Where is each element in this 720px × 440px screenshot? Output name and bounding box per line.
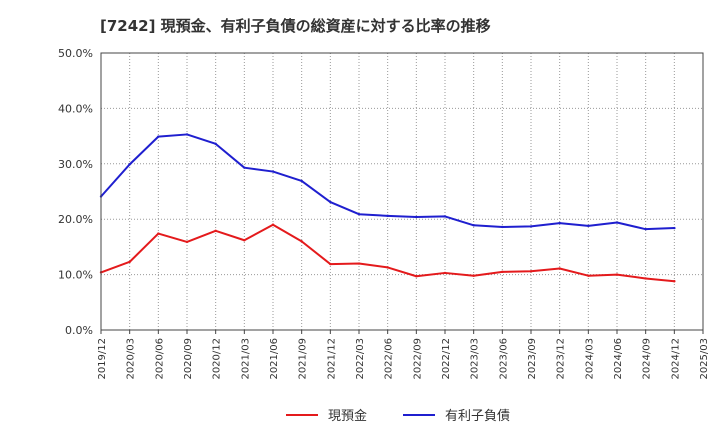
x-tick-label: 2022/03 <box>355 338 366 380</box>
x-tick-label: 2024/03 <box>584 338 595 380</box>
data-point-cash <box>501 270 504 274</box>
x-tick-label: 2020/03 <box>126 338 137 380</box>
series-layer <box>99 133 676 283</box>
x-tick-label: 2019/12 <box>97 338 108 380</box>
data-point-debt <box>386 214 389 218</box>
x-tick-label: 2022/06 <box>384 338 395 380</box>
plot-area <box>101 53 703 330</box>
x-tick-label: 2020/09 <box>183 338 194 380</box>
data-point-cash <box>243 239 246 242</box>
data-point-debt <box>243 166 246 169</box>
legend-label-debt: 有利子負債 <box>445 409 510 424</box>
data-point-debt <box>644 227 647 231</box>
x-tick-label: 2023/12 <box>556 338 567 380</box>
data-point-debt <box>300 179 303 183</box>
data-point-cash <box>558 267 561 270</box>
y-tick-label: 30.0% <box>58 158 93 171</box>
data-point-cash <box>185 240 189 244</box>
data-point-cash <box>271 223 275 226</box>
data-point-cash <box>214 229 217 233</box>
y-tick-label: 20.0% <box>58 213 93 226</box>
x-tick-label: 2021/09 <box>298 338 309 380</box>
data-point-debt <box>558 221 561 225</box>
x-tick-label: 2021/03 <box>240 338 251 380</box>
data-point-cash <box>472 274 475 277</box>
data-point-cash <box>529 270 533 273</box>
x-tick-label: 2023/09 <box>527 338 538 380</box>
legend-label-cash: 現預金 <box>328 408 367 424</box>
data-point-debt <box>472 224 475 227</box>
data-point-cash <box>415 275 418 278</box>
data-point-debt <box>415 215 418 219</box>
data-point-debt <box>587 224 590 228</box>
x-tick-label: 2022/09 <box>412 338 423 380</box>
plot-border <box>100 52 704 331</box>
x-tick-label: 2020/12 <box>212 338 223 380</box>
x-tick-label: 2022/12 <box>441 338 452 380</box>
x-tick-label: 2024/12 <box>670 338 681 380</box>
x-tick-label: 2021/06 <box>269 338 280 380</box>
x-tick-label: 2025/03 <box>699 338 710 380</box>
data-point-cash <box>644 277 647 280</box>
data-point-debt <box>214 142 217 146</box>
data-point-debt <box>271 170 275 173</box>
y-tick-label: 0.0% <box>65 324 93 337</box>
chart-title: [7242] 現預金、有利子負債の総資産に対する比率の推移 <box>100 17 491 35</box>
data-point-cash <box>300 240 303 243</box>
y-tick-label: 40.0% <box>58 102 93 115</box>
grid-layer <box>101 53 703 330</box>
data-point-debt <box>501 225 504 229</box>
data-point-cash <box>386 266 389 269</box>
data-point-debt <box>673 226 676 230</box>
y-tick-label: 50.0% <box>58 47 93 60</box>
data-point-cash <box>329 262 332 266</box>
x-axis-ticks: 2019/12 2020/03 2020/06 2020/09 2020/12 2021/… <box>97 330 710 380</box>
legend: 現預金 有利子負債 <box>286 408 510 424</box>
x-tick-label: 2024/09 <box>642 338 653 380</box>
x-tick-label: 2023/06 <box>498 338 509 380</box>
data-point-cash <box>443 271 447 275</box>
data-point-debt <box>329 200 332 204</box>
data-point-cash <box>587 274 590 277</box>
data-point-cash <box>673 280 676 283</box>
data-point-cash <box>357 262 361 265</box>
data-point-debt <box>443 215 447 218</box>
data-point-debt <box>157 135 160 138</box>
data-point-cash <box>128 260 131 264</box>
data-point-debt <box>529 225 533 228</box>
x-tick-label: 2020/06 <box>154 338 165 380</box>
data-point-debt <box>615 221 619 224</box>
data-point-cash <box>615 273 619 276</box>
y-axis-ticks: 0.0% 10.0% 20.0% 30.0% 40.0% 50.0% <box>58 47 93 337</box>
x-tick-label: 2021/12 <box>326 338 337 380</box>
data-point-debt <box>357 213 361 216</box>
data-point-debt <box>128 163 131 166</box>
x-tick-label: 2023/03 <box>470 338 481 380</box>
data-point-debt <box>185 133 189 136</box>
x-tick-label: 2024/06 <box>613 338 624 380</box>
y-tick-label: 10.0% <box>58 269 93 282</box>
data-point-cash <box>157 232 160 235</box>
